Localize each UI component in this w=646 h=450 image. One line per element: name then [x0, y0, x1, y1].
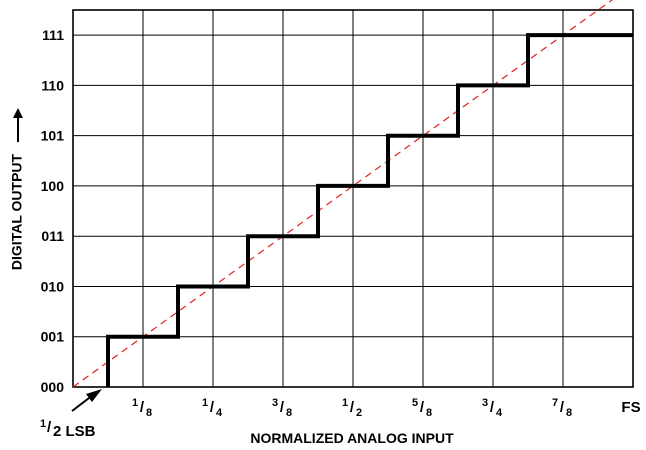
x-tick-labels: 1/81/43/81/25/83/47/8 FS	[132, 397, 641, 419]
x-tick-denominator: 8	[286, 407, 292, 419]
x-tick-slash: /	[560, 399, 565, 416]
half-lsb-annotation: 1 / 2 LSB	[40, 389, 102, 440]
x-tick-denominator: 8	[426, 407, 432, 419]
x-tick-denominator: 2	[356, 407, 362, 419]
half-lsb-slash: /	[47, 419, 52, 436]
x-tick-numerator: 1	[342, 397, 348, 409]
series-group	[72, 0, 633, 388]
y-tick-label: 010	[41, 278, 65, 294]
y-tick-label: 101	[41, 128, 65, 144]
x-tick-slash: /	[490, 399, 495, 416]
plot-frame	[72, 9, 634, 388]
x-tick-denominator: 4	[496, 407, 503, 419]
x-tick-label: 7/8	[552, 397, 572, 419]
x-tick-label: FS	[621, 399, 640, 416]
grid	[73, 10, 633, 387]
x-tick-numerator: 5	[412, 397, 418, 409]
x-tick-label: 5/8	[412, 397, 432, 419]
half-lsb-arrow-head	[86, 389, 102, 402]
x-tick-denominator: 4	[216, 407, 223, 419]
y-axis-arrow-head	[13, 108, 23, 118]
x-tick-numerator: 7	[552, 397, 558, 409]
x-tick-denominator: 8	[146, 407, 152, 419]
half-lsb-label: 2 LSB	[53, 423, 96, 440]
y-tick-labels: 000 001 010 011 100 101 110 111	[41, 27, 65, 395]
y-tick-label: 011	[41, 228, 64, 244]
x-tick-slash: /	[420, 399, 425, 416]
y-tick-label: 111	[42, 27, 64, 43]
y-axis-title-group: DIGITAL OUTPUT	[9, 108, 25, 270]
staircase-transfer-line	[106, 33, 633, 387]
x-tick-slash: /	[350, 399, 355, 416]
y-tick-label: 100	[41, 178, 65, 194]
x-tick-label: 1/2	[342, 397, 362, 419]
x-tick-numerator: 3	[272, 397, 278, 409]
y-tick-label: 000	[41, 379, 65, 395]
x-tick-label: 1/8	[132, 397, 152, 419]
x-tick-slash: /	[280, 399, 285, 416]
ideal-transfer-line	[72, 0, 613, 388]
x-tick-slash: /	[140, 399, 145, 416]
x-tick-label: 1/4	[202, 397, 223, 419]
half-lsb-numerator: 1	[40, 418, 46, 430]
x-tick-slash: /	[210, 399, 215, 416]
y-tick-label: 110	[41, 77, 64, 93]
x-tick-numerator: 1	[202, 397, 208, 409]
y-axis-title: DIGITAL OUTPUT	[9, 153, 25, 270]
x-tick-denominator: 8	[566, 407, 572, 419]
x-tick-numerator: 3	[482, 397, 488, 409]
x-tick-label: 3/8	[272, 397, 292, 419]
x-tick-numerator: 1	[132, 397, 138, 409]
x-tick-label: 3/4	[482, 397, 503, 419]
x-axis-title: NORMALIZED ANALOG INPUT	[250, 430, 454, 446]
y-tick-label: 001	[41, 329, 65, 345]
